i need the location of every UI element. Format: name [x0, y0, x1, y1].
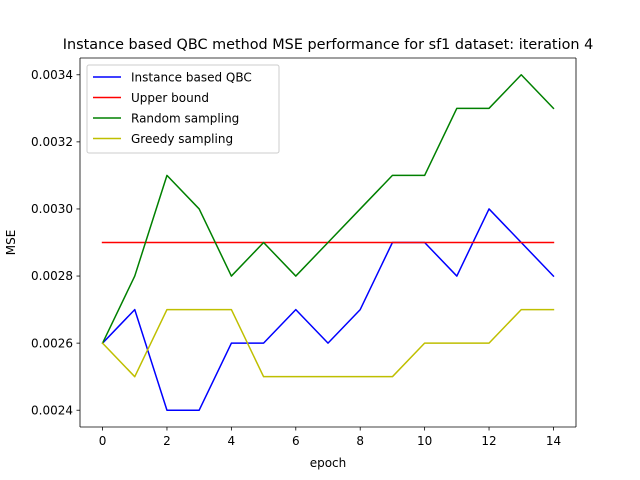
legend-label-3: Greedy sampling: [131, 132, 233, 146]
series-line-0: [101, 208, 555, 411]
x-tick-label: 6: [292, 434, 300, 448]
x-tick-label: 10: [417, 434, 432, 448]
legend-frame: [86, 64, 280, 154]
y-axis-label: MSE: [4, 230, 18, 256]
y-tick-label: 0.0032: [31, 135, 73, 149]
series-line-2: [101, 74, 555, 345]
x-tick-label: 8: [356, 434, 364, 448]
series-layer: [101, 74, 555, 411]
y-tick-label: 0.0024: [31, 403, 73, 417]
y-tick-label: 0.0034: [31, 68, 73, 82]
legend: Instance based QBC Upper bound Random samp…: [86, 64, 280, 154]
series-line-3: [101, 308, 555, 378]
x-tick-label: 12: [481, 434, 496, 448]
x-tick-label: 0: [99, 434, 107, 448]
x-tick-label: 4: [228, 434, 236, 448]
chart-title: Instance based QBC method MSE performanc…: [63, 37, 593, 53]
legend-label-0: Instance based QBC: [131, 70, 252, 84]
x-axis-label: epoch: [310, 456, 347, 470]
y-tick-label: 0.0030: [31, 202, 73, 216]
y-axis-ticks: 0.0024 0.0026 0.0028 0.0030 0.0032 0.0034: [31, 68, 80, 417]
y-tick-label: 0.0028: [31, 269, 73, 283]
legend-label-1: Upper bound: [131, 91, 209, 105]
y-tick-label: 0.0026: [31, 336, 73, 350]
x-tick-label: 2: [163, 434, 171, 448]
legend-label-2: Random sampling: [131, 111, 239, 125]
x-axis-ticks: 0 2 4 6 8 10 12 14: [99, 427, 561, 448]
axes-frame: [79, 57, 577, 428]
x-tick-label: 14: [546, 434, 561, 448]
